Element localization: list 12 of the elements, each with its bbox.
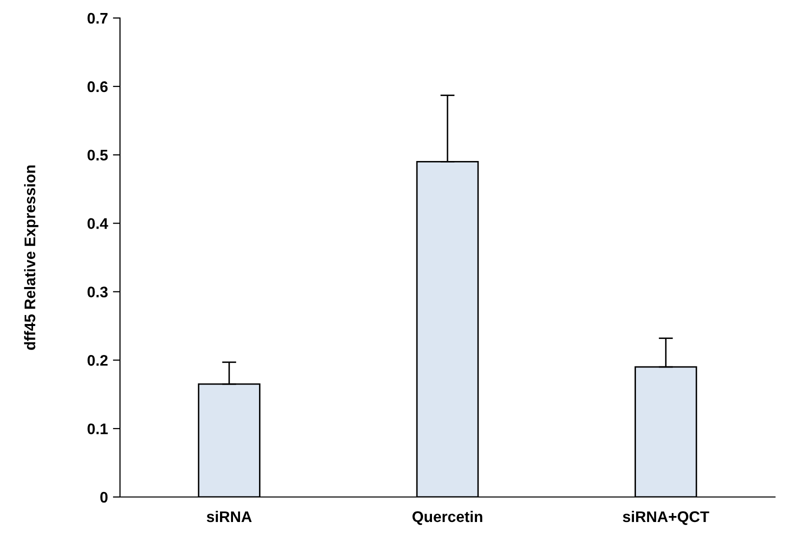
y-tick-label: 0.7 (88, 12, 108, 24)
x-tick-label: siRNA+QCT (622, 510, 710, 525)
y-tick-label: 0 (100, 492, 108, 503)
y-tick-label: 0.6 (88, 81, 108, 92)
y-tick-label: 0.3 (88, 286, 108, 298)
y-tick-label: 0.5 (88, 150, 108, 161)
y-tick-label: 0.1 (88, 423, 108, 434)
x-tick-label: Quercetin (412, 510, 482, 525)
y-axis-title: dff45 Relative Expression (24, 165, 38, 350)
y-tick-label: 0.4 (88, 218, 108, 229)
x-tick-label: siRNA (206, 510, 252, 522)
y-tick-label: 0.2 (88, 355, 108, 366)
